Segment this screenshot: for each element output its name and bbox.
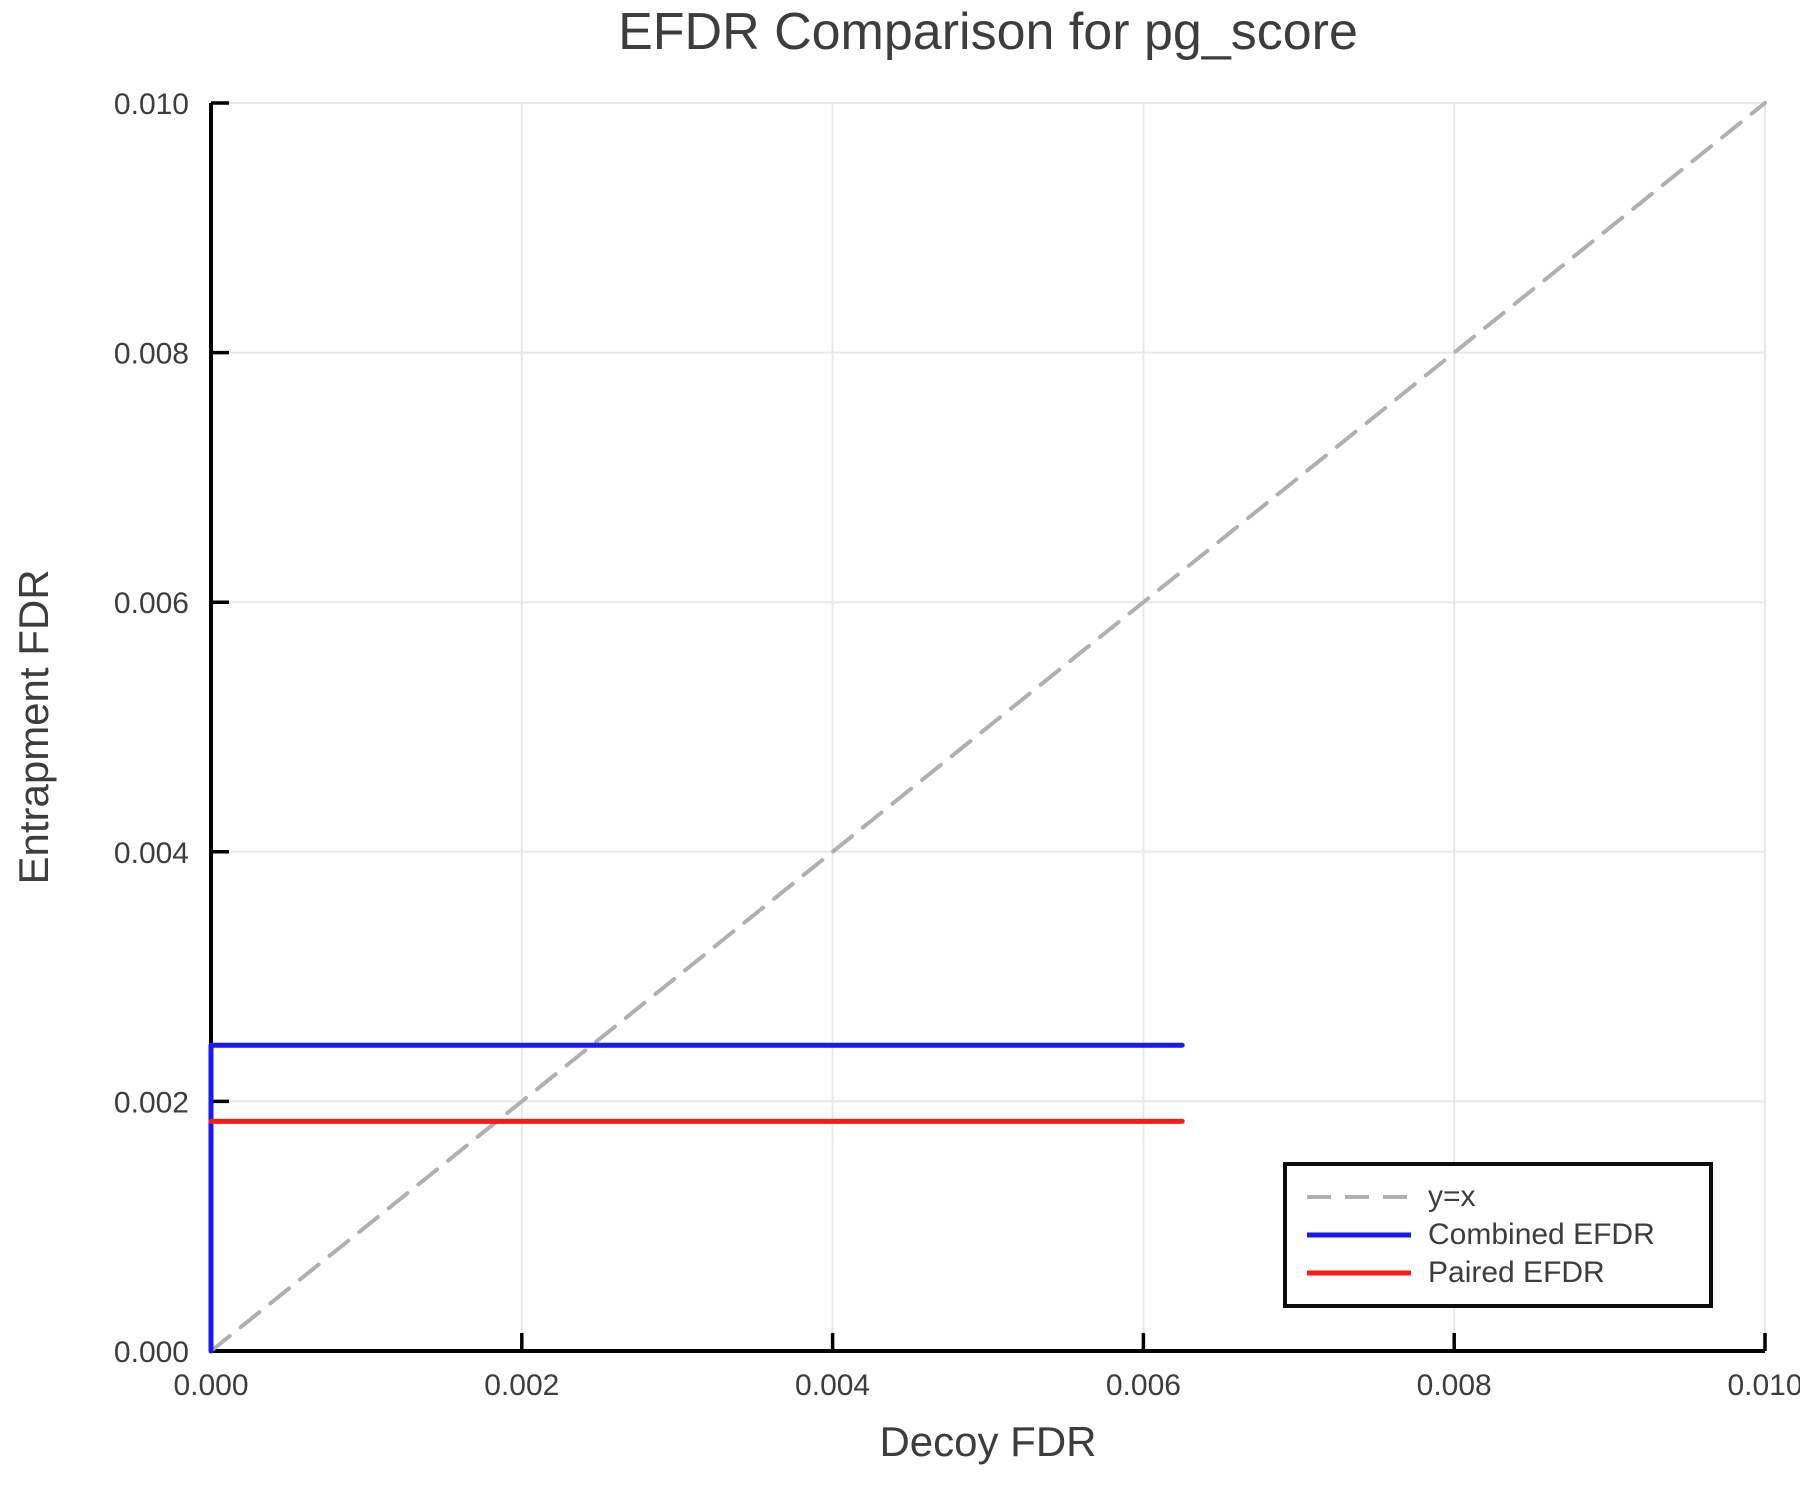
legend-entry: Combined EFDR [1305,1216,1709,1254]
x-tick-label: 0.010 [1727,1369,1800,1402]
legend: y=x Combined EFDR Paired EFDR [1283,1162,1713,1308]
x-tick-label: 0.000 [173,1369,248,1402]
x-axis-label: Decoy FDR [879,1418,1097,1465]
legend-swatch-dashed-line-icon [1307,1195,1411,1199]
legend-label: Combined EFDR [1428,1218,1655,1251]
x-tick-label: 0.002 [484,1369,559,1402]
y-axis-label: Entrapment FDR [10,569,57,885]
y-tick-label: 0.006 [114,587,189,620]
y-tick-label: 0.000 [114,1336,189,1369]
y-tick-label: 0.002 [114,1086,189,1119]
legend-swatch-solid-line-icon [1307,1270,1411,1276]
x-tick-label: 0.006 [1106,1369,1181,1402]
series-line-combined-efdr [208,1042,1185,1354]
x-tick-label: 0.004 [795,1369,870,1402]
series-line-y-x [209,101,1767,1353]
chart-title: EFDR Comparison for pg_score [618,3,1358,61]
legend-label: y=x [1428,1180,1476,1213]
y-tick-label: 0.010 [114,88,189,121]
legend-label: Paired EFDR [1428,1256,1605,1289]
legend-entry: Paired EFDR [1305,1254,1709,1292]
legend-swatch-solid-line-icon [1307,1232,1411,1238]
x-tick-label: 0.008 [1417,1369,1492,1402]
y-tick-label: 0.008 [114,338,189,371]
legend-entry: y=x [1305,1178,1709,1216]
y-tick-label: 0.004 [114,837,189,870]
